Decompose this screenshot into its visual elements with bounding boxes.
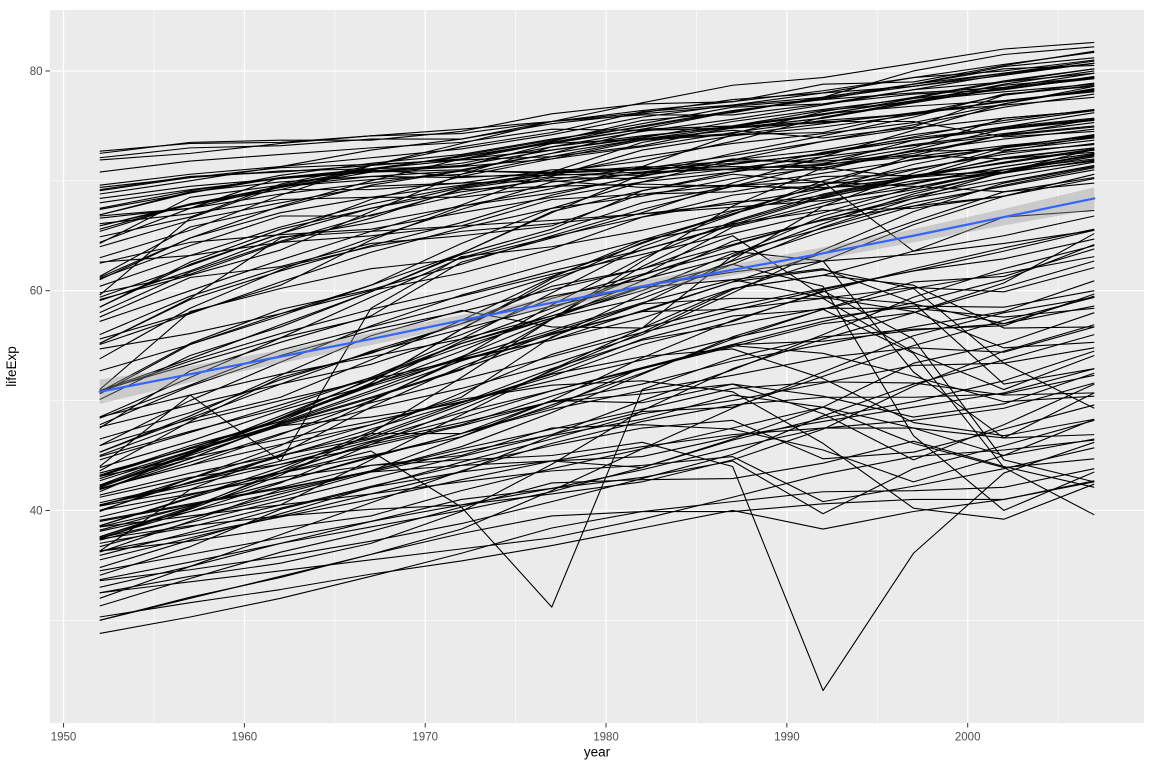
country-line-reunion bbox=[99, 109, 1095, 372]
country-line-gabon bbox=[99, 274, 1095, 544]
country-line-rwanda bbox=[99, 441, 1095, 692]
country-line-india bbox=[99, 238, 1095, 540]
country-line-namibia bbox=[99, 268, 1095, 493]
x-tick-label: 1980 bbox=[593, 732, 619, 744]
country-line-nigeria bbox=[99, 427, 1095, 552]
country-line-taiwan bbox=[99, 88, 1095, 308]
country-line-thailand bbox=[99, 173, 1095, 393]
country-line-botswana bbox=[99, 250, 1095, 439]
country-line-somalia bbox=[99, 419, 1095, 588]
country-line-south-africa bbox=[99, 269, 1095, 457]
country-line-iraq bbox=[99, 235, 1095, 453]
country-line-lebanon bbox=[99, 158, 1095, 336]
country-line-guinea-bissau bbox=[99, 439, 1095, 594]
x-tick-label: 1960 bbox=[232, 732, 258, 744]
country-line-indonesia bbox=[99, 173, 1095, 539]
country-line-venezuela bbox=[99, 139, 1095, 346]
country-line-chile bbox=[99, 85, 1095, 350]
country-line-pakistan bbox=[99, 229, 1095, 474]
y-axis-title: lifeExp bbox=[4, 346, 19, 387]
x-axis-title: year bbox=[584, 745, 611, 760]
country-line-saudi-arabia bbox=[99, 149, 1095, 513]
country-line-swaziland bbox=[99, 308, 1095, 516]
country-line-syria bbox=[99, 135, 1095, 447]
country-line-zimbabwe bbox=[99, 263, 1095, 511]
country-line-ghana bbox=[99, 290, 1095, 477]
x-tick-label: 2000 bbox=[955, 732, 981, 744]
country-line-liberia bbox=[99, 447, 1095, 528]
country-line-togo bbox=[99, 307, 1095, 527]
country-line-iran bbox=[99, 169, 1095, 458]
country-line-peru bbox=[99, 164, 1095, 469]
y-tick-label: 40 bbox=[30, 505, 43, 517]
country-line-tanzania bbox=[99, 372, 1095, 498]
country-line-mozambique bbox=[99, 440, 1095, 607]
country-line-uruguay bbox=[99, 109, 1095, 225]
country-lines bbox=[99, 41, 1095, 692]
y-tick-label: 80 bbox=[30, 66, 43, 78]
country-line-uganda bbox=[99, 383, 1095, 511]
country-line-iceland bbox=[99, 50, 1095, 154]
country-line-zambia bbox=[99, 380, 1095, 520]
country-line-nepal bbox=[99, 248, 1095, 553]
x-tick-label: 1990 bbox=[774, 732, 800, 744]
country-line-switzerland bbox=[99, 51, 1095, 186]
country-line-niger bbox=[99, 324, 1095, 540]
smooth-trend-line bbox=[98, 197, 1096, 393]
country-line-gambia bbox=[99, 296, 1095, 621]
country-line-czech-republic bbox=[99, 108, 1095, 216]
country-line-sweden bbox=[99, 59, 1095, 161]
country-line-oman bbox=[99, 118, 1095, 538]
country-line-el-salvador bbox=[99, 159, 1095, 453]
x-tick-label: 1970 bbox=[412, 732, 438, 744]
country-line-burkina-faso bbox=[99, 374, 1095, 599]
country-line-angola bbox=[99, 480, 1095, 621]
country-line-madagascar bbox=[99, 296, 1095, 548]
country-line-mauritania bbox=[99, 244, 1095, 506]
country-line-west-bank-and-gaza bbox=[99, 142, 1095, 476]
country-line-mali bbox=[99, 350, 1095, 581]
country-line-cote-d-ivoire bbox=[99, 348, 1095, 506]
country-line-yemen-rep bbox=[99, 260, 1095, 594]
country-line-korea-dem-rep bbox=[99, 173, 1095, 400]
country-line-norway bbox=[99, 68, 1095, 152]
country-line-malawi bbox=[99, 406, 1095, 552]
country-line-lesotho bbox=[99, 290, 1095, 488]
country-line-japan bbox=[99, 41, 1095, 259]
country-line-ecuador bbox=[99, 125, 1095, 419]
country-line-turkey bbox=[99, 160, 1095, 472]
axis-tick-marks bbox=[45, 70, 969, 728]
country-line-spain bbox=[99, 60, 1095, 238]
country-line-argentina bbox=[99, 122, 1095, 264]
country-line-nicaragua bbox=[99, 148, 1095, 486]
country-line-sri-lanka bbox=[99, 153, 1095, 318]
country-line-united-states bbox=[99, 90, 1095, 199]
country-line-trinidad-and-tobago bbox=[99, 181, 1095, 302]
country-line-afghanistan bbox=[99, 468, 1095, 635]
y-tick-label: 60 bbox=[30, 286, 43, 298]
country-line-hong-kong-china bbox=[99, 46, 1095, 281]
country-line-new-zealand bbox=[99, 68, 1095, 188]
country-line-senegal bbox=[99, 256, 1095, 541]
country-line-romania bbox=[99, 152, 1095, 280]
country-line-serbia bbox=[99, 136, 1095, 314]
country-line-vietnam bbox=[99, 134, 1095, 507]
country-line-slovak-republic bbox=[99, 128, 1095, 243]
country-line-portugal bbox=[99, 91, 1095, 294]
country-line-slovenia bbox=[99, 93, 1095, 230]
country-line-paraguay bbox=[99, 160, 1095, 263]
country-line-france bbox=[99, 62, 1095, 210]
country-line-tunisia bbox=[99, 137, 1095, 461]
axis-tick-labels: 1950 1960 1970 1980 1990 2000 40 60 80 bbox=[30, 66, 981, 744]
country-line-united-kingdom bbox=[99, 77, 1095, 191]
x-tick-label: 1950 bbox=[51, 732, 77, 744]
